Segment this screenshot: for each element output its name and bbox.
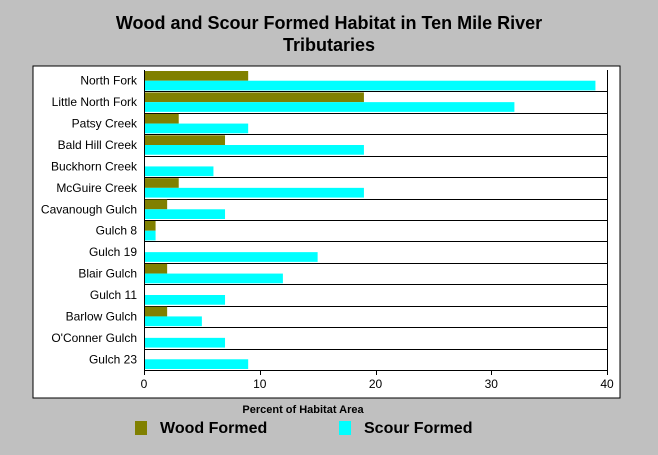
bar-scour-formed-mcguire-creek — [144, 187, 364, 198]
bar-scour-formed-bald-hill-creek — [144, 145, 364, 155]
bar-wood-formed-little-north-fork — [144, 92, 364, 103]
category-label: Patsy Creek — [72, 117, 138, 131]
category-label: Little North Fork — [52, 95, 138, 109]
category-label: McGuire Creek — [56, 181, 138, 195]
x-axis-title: Percent of Habitat Area — [242, 404, 364, 416]
x-tick-label: 20 — [369, 377, 383, 391]
chart-title: Wood and Scour Formed Habitat in Ten Mil… — [0, 12, 658, 56]
bar-wood-formed-gulch-8 — [144, 221, 156, 231]
bar-scour-formed-patsy-creek — [144, 123, 249, 134]
bar-wood-formed-bald-hill-creek — [144, 135, 226, 145]
category-label: Bald Hill Creek — [58, 138, 138, 152]
bar-wood-formed-barlow-gulch — [144, 306, 168, 317]
bar-scour-formed-gulch-11 — [144, 295, 226, 305]
category-label: Gulch 19 — [89, 245, 137, 259]
category-label: Blair Gulch — [78, 267, 137, 281]
bar-wood-formed-mcguire-creek — [144, 178, 179, 188]
chart-title-line-1: Wood and Scour Formed Habitat in Ten Mil… — [115, 13, 543, 33]
plot-frame — [32, 65, 621, 399]
bar-scour-formed-gulch-8 — [144, 230, 156, 241]
bar-wood-formed-patsy-creek — [144, 113, 179, 124]
category-label: Cavanough Gulch — [41, 202, 137, 216]
x-tick-label: 0 — [141, 377, 148, 391]
category-label: Barlow Gulch — [66, 309, 137, 323]
bar-scour-formed-gulch-23 — [144, 359, 249, 369]
bar-wood-formed-blair-gulch — [144, 263, 168, 274]
bar-scour-formed-o-conner-gulch — [144, 337, 226, 348]
category-label: O'Conner Gulch — [51, 331, 137, 345]
bar-wood-formed-north-fork — [144, 71, 249, 81]
chart-title-line-2: Tributaries — [282, 35, 376, 55]
bar-scour-formed-north-fork — [144, 80, 596, 91]
category-label: North Fork — [80, 74, 138, 88]
category-label: Buckhorn Creek — [51, 159, 138, 173]
category-label: Gulch 23 — [89, 352, 137, 366]
x-tick-label: 40 — [600, 377, 614, 391]
bar-wood-formed-cavanough-gulch — [144, 199, 168, 210]
bar-scour-formed-blair-gulch — [144, 273, 283, 284]
bar-scour-formed-buckhorn-creek — [144, 166, 214, 177]
bar-scour-formed-little-north-fork — [144, 102, 515, 112]
bar-scour-formed-cavanough-gulch — [144, 209, 226, 219]
bar-scour-formed-barlow-gulch — [144, 316, 202, 327]
x-tick-label: 10 — [253, 377, 267, 391]
x-tick-label: 30 — [485, 377, 499, 391]
category-label: Gulch 8 — [96, 224, 138, 238]
category-label: Gulch 11 — [90, 288, 137, 302]
bar-scour-formed-gulch-19 — [144, 252, 318, 262]
